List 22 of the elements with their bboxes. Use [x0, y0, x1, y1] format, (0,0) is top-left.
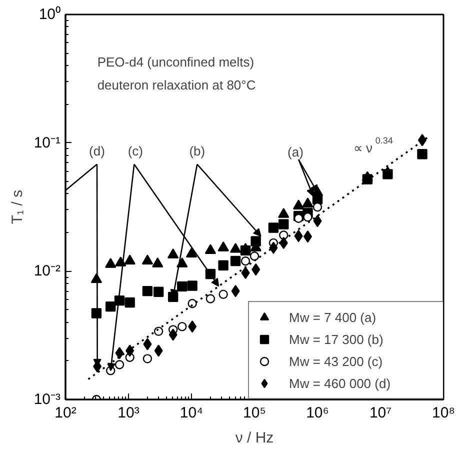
text: deuteron relaxation at 80°C: [97, 78, 256, 93]
x-tick-label: 10⁴: [180, 404, 204, 422]
x-axis-title: ν / Hz: [235, 430, 274, 446]
x-tick-label: 10⁶: [306, 404, 329, 422]
annotation: (c): [128, 143, 144, 158]
x-tick-label: 10⁷: [369, 404, 392, 422]
legend-label: Mw = 7 400 (a): [289, 308, 378, 327]
legend-label: Mw = 43 200 (c): [289, 352, 384, 371]
y-tick-label: 10⁰: [38, 6, 61, 23]
y-axis-title: T₁ / s: [8, 190, 26, 224]
legend-label: Mw = 17 300 (b): [289, 330, 384, 349]
x-tick-label: 10⁵: [243, 404, 266, 422]
annotation: (b): [189, 143, 206, 158]
y-tick-label: 10⁻¹: [34, 134, 61, 152]
x-tick-label: 10³: [118, 404, 140, 422]
annotation: ∝ ν0.34: [353, 135, 393, 156]
y-tick-label: 10⁻²: [34, 262, 61, 280]
legend-label: Mw = 460 000 (d): [289, 374, 392, 393]
annotation: (a): [288, 144, 304, 160]
text: PEO-d4 (unconfined melts): [97, 54, 254, 70]
annotation: (d): [89, 143, 105, 158]
x-tick-label: 10⁸: [432, 404, 456, 422]
